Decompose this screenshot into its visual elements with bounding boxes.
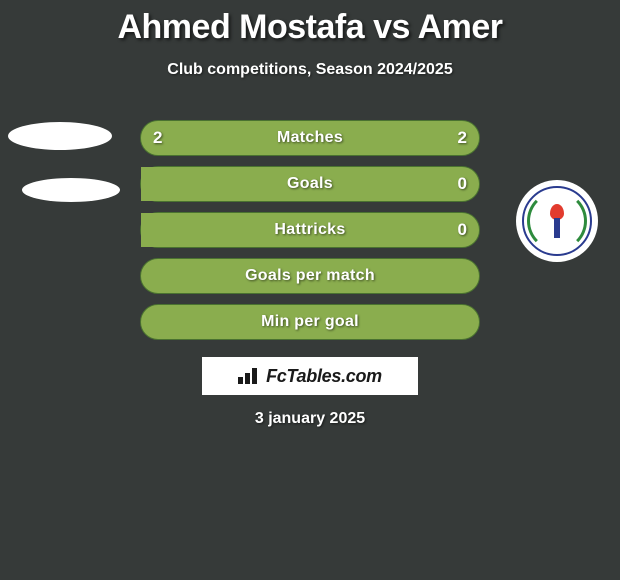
stat-value-right: 0 [458,220,467,240]
stat-value-left: 2 [153,128,162,148]
footer-date: 3 january 2025 [0,410,620,428]
page-title: Ahmed Mostafa vs Amer [0,0,620,47]
stat-label: Hattricks [274,221,345,239]
bar-chart-icon [238,368,260,384]
stat-row-matches: 2 Matches 2 [140,120,480,156]
stat-row-goals: Goals 0 [140,166,480,202]
player-right-club-logo [516,180,598,262]
stat-label: Goals per match [245,267,375,285]
brand-watermark: FcTables.com [202,357,418,395]
player-left-avatar-placeholder [8,122,112,150]
stats-bars: 2 Matches 2 Goals 0 Hattricks 0 Goals pe… [140,120,480,350]
stat-row-min-per-goal: Min per goal [140,304,480,340]
player-left-club-placeholder [22,178,120,202]
stat-label: Min per goal [261,313,359,331]
stat-row-goals-per-match: Goals per match [140,258,480,294]
stat-value-right: 2 [458,128,467,148]
stat-label: Goals [287,175,333,193]
brand-text: FcTables.com [266,366,382,387]
stat-row-hattricks: Hattricks 0 [140,212,480,248]
page-subtitle: Club competitions, Season 2024/2025 [0,61,620,79]
stat-label: Matches [277,129,343,147]
stat-value-right: 0 [458,174,467,194]
